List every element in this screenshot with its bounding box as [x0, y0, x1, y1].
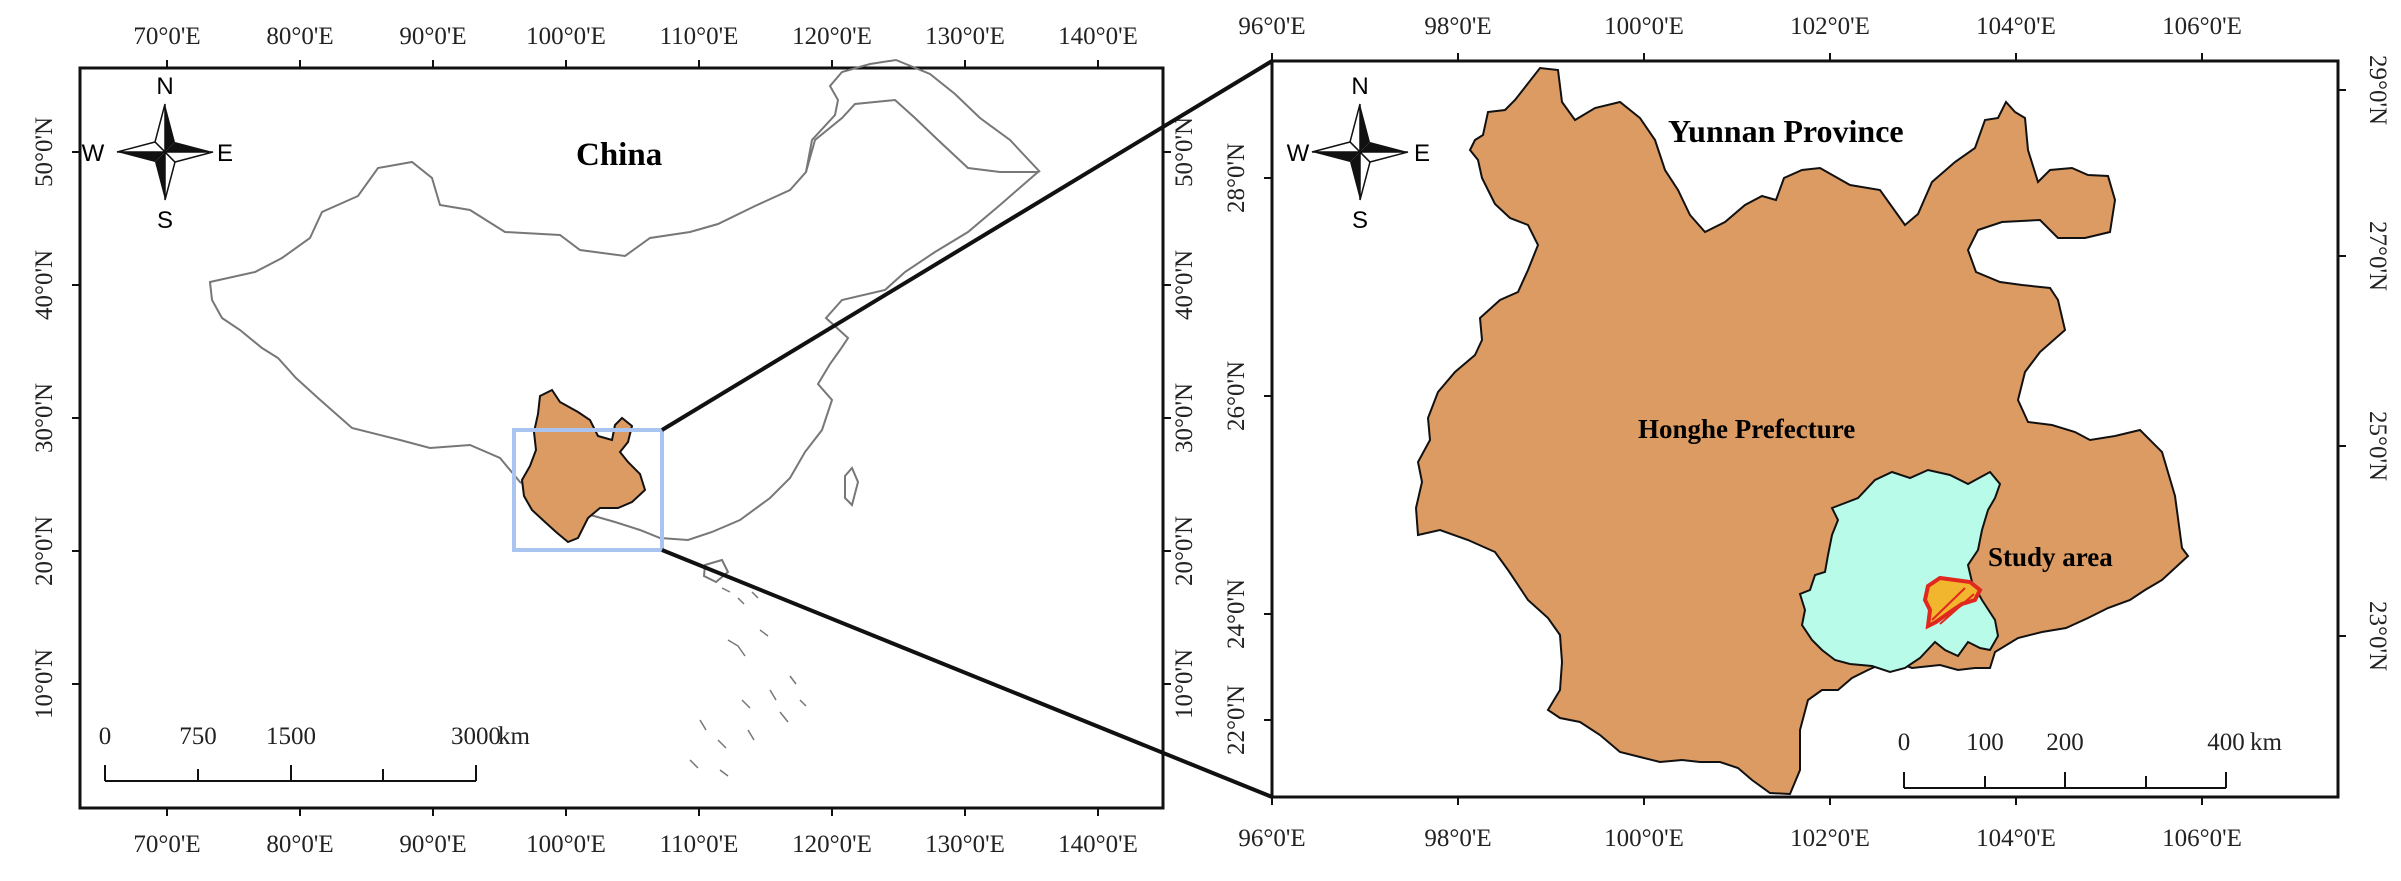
compass-north-label: N [1351, 73, 1368, 100]
axis-tick-label: 80°0'E [266, 831, 333, 858]
axis-tick-label: 10°0'N [1171, 649, 1198, 719]
taiwan-outline [844, 466, 860, 507]
china-top-tick-labels: 70°0'E 80°0'E 90°0'E 100°0'E 110°0'E 120°0'E 1… [133, 23, 1138, 68]
yunnan-left-tick-labels: 28°0'N 26°0'N 24°0'N 22°0'N [1223, 143, 1272, 755]
axis-tick-label: 120°0'E [792, 23, 872, 50]
compass-east-label: E [217, 140, 233, 167]
axis-tick-label: 140°0'E [1058, 23, 1138, 50]
inset-box [512, 428, 664, 552]
axis-tick-label: 25°0'N [2364, 411, 2391, 481]
axis-tick-label: 100°0'E [526, 831, 606, 858]
honghe-prefecture-label: Honghe Prefecture [1638, 414, 1855, 444]
china-map-frame [78, 66, 1165, 810]
scale-unit: km [2250, 729, 2283, 756]
yunnan-top-tick-labels: 96°0'E 98°0'E 100°0'E 102°0'E 104°0'E 106°0'E [1238, 13, 2242, 61]
scale-label-3000: 3000 [451, 723, 501, 750]
scale-label-100: 100 [1966, 729, 2004, 756]
axis-tick-label: 40°0'N [31, 250, 58, 320]
china-right-tick-labels: 50°0'N 40°0'N 30°0'N 20°0'N 10°0'N [1163, 117, 1198, 719]
yunnan-small-shape [520, 388, 647, 544]
axis-tick-label: 20°0'N [1171, 516, 1198, 586]
axis-tick-label: 106°0'E [2162, 825, 2242, 852]
scale-label-400: 400 [2207, 729, 2245, 756]
south-china-sea-islands [689, 587, 807, 777]
axis-tick-label: 120°0'E [792, 831, 872, 858]
yunnan-bottom-tick-labels: 96°0'E 98°0'E 100°0'E 102°0'E 104°0'E 106°0'E [1238, 797, 2242, 852]
yunnan-map-title: Yunnan Province [1668, 113, 1904, 149]
scale-label-0: 0 [1898, 729, 1911, 756]
yunnan-scale-bar: 0 100 200 400 km [1898, 729, 2283, 789]
axis-tick-label: 110°0'E [660, 831, 739, 858]
axis-tick-label: 130°0'E [925, 831, 1005, 858]
axis-tick-label: 102°0'E [1790, 825, 1870, 852]
axis-tick-label: 106°0'E [2162, 13, 2242, 40]
china-left-tick-labels: 50°0'N 40°0'N 30°0'N 20°0'N 10°0'N [31, 117, 80, 719]
compass-north-label: N [156, 73, 173, 100]
axis-tick-label: 110°0'E [660, 23, 739, 50]
axis-tick-label: 130°0'E [925, 23, 1005, 50]
axis-tick-label: 90°0'E [399, 831, 466, 858]
china-map-title: China [576, 137, 662, 173]
yunnan-right-tick-labels: 29°0'N 27°0'N 25°0'N 23°0'N [2338, 55, 2391, 671]
scale-label-200: 200 [2046, 729, 2084, 756]
axis-tick-label: 30°0'N [1171, 383, 1198, 453]
axis-tick-label: 102°0'E [1790, 13, 1870, 40]
axis-tick-label: 100°0'E [526, 23, 606, 50]
yunnan-province-shape [1414, 66, 2190, 796]
axis-tick-label: 98°0'E [1424, 13, 1491, 40]
axis-tick-label: 90°0'E [399, 23, 466, 50]
axis-tick-label: 70°0'E [133, 831, 200, 858]
axis-tick-label: 96°0'E [1238, 13, 1305, 40]
axis-tick-label: 28°0'N [1223, 143, 1250, 213]
china-northeast-outline [805, 58, 1041, 173]
axis-tick-label: 80°0'E [266, 23, 333, 50]
axis-tick-label: 26°0'N [1223, 361, 1250, 431]
axis-tick-label: 20°0'N [31, 516, 58, 586]
axis-tick-label: 22°0'N [1223, 685, 1250, 755]
compass-south-label: S [157, 207, 173, 234]
compass-south-label: S [1352, 207, 1368, 234]
scale-label-0: 0 [99, 723, 112, 750]
scale-label-1500: 1500 [266, 723, 316, 750]
honghe-prefecture-shape [1798, 468, 2002, 674]
china-bottom-tick-labels: 70°0'E 80°0'E 90°0'E 100°0'E 110°0'E 120°0'E 1… [133, 808, 1138, 858]
axis-tick-label: 104°0'E [1976, 13, 2056, 40]
inset-connector-top [660, 59, 1274, 432]
axis-tick-label: 140°0'E [1058, 831, 1138, 858]
axis-tick-label: 96°0'E [1238, 825, 1305, 852]
axis-tick-label: 23°0'N [2364, 601, 2391, 671]
axis-tick-label: 40°0'N [1171, 250, 1198, 320]
axis-tick-label: 98°0'E [1424, 825, 1491, 852]
axis-tick-label: 100°0'E [1604, 13, 1684, 40]
axis-tick-label: 24°0'N [1223, 579, 1250, 649]
china-outline [208, 98, 1041, 542]
study-area-shape [1922, 575, 1983, 630]
axis-tick-label: 27°0'N [2364, 221, 2391, 291]
yunnan-map-panel: Yunnan Province Honghe Prefecture Study … [1223, 13, 2391, 852]
axis-tick-label: 30°0'N [31, 383, 58, 453]
axis-tick-label: 50°0'N [31, 117, 58, 187]
axis-tick-label: 10°0'N [31, 649, 58, 719]
hainan-outline [702, 558, 730, 584]
scale-label-750: 750 [179, 723, 217, 750]
inset-connector-bottom [661, 548, 1273, 799]
compass-east-label: E [1414, 140, 1430, 167]
compass-west-label: W [1287, 140, 1310, 167]
axis-tick-label: 50°0'N [1171, 117, 1198, 187]
scale-unit: km [498, 723, 531, 750]
axis-tick-label: 100°0'E [1604, 825, 1684, 852]
compass-west-label: W [82, 140, 105, 167]
china-map-panel: China N S W E 0 750 1500 30 [31, 23, 1198, 858]
china-scale-bar: 0 750 1500 3000 km [99, 723, 531, 782]
axis-tick-label: 104°0'E [1976, 825, 2056, 852]
axis-tick-label: 29°0'N [2364, 55, 2391, 125]
axis-tick-label: 70°0'E [133, 23, 200, 50]
yunnan-map-frame [1270, 59, 2340, 799]
yunnan-compass-icon: N S W E [1287, 73, 1430, 234]
china-compass-icon: N S W E [82, 73, 233, 234]
study-area-label: Study area [1988, 542, 2113, 572]
